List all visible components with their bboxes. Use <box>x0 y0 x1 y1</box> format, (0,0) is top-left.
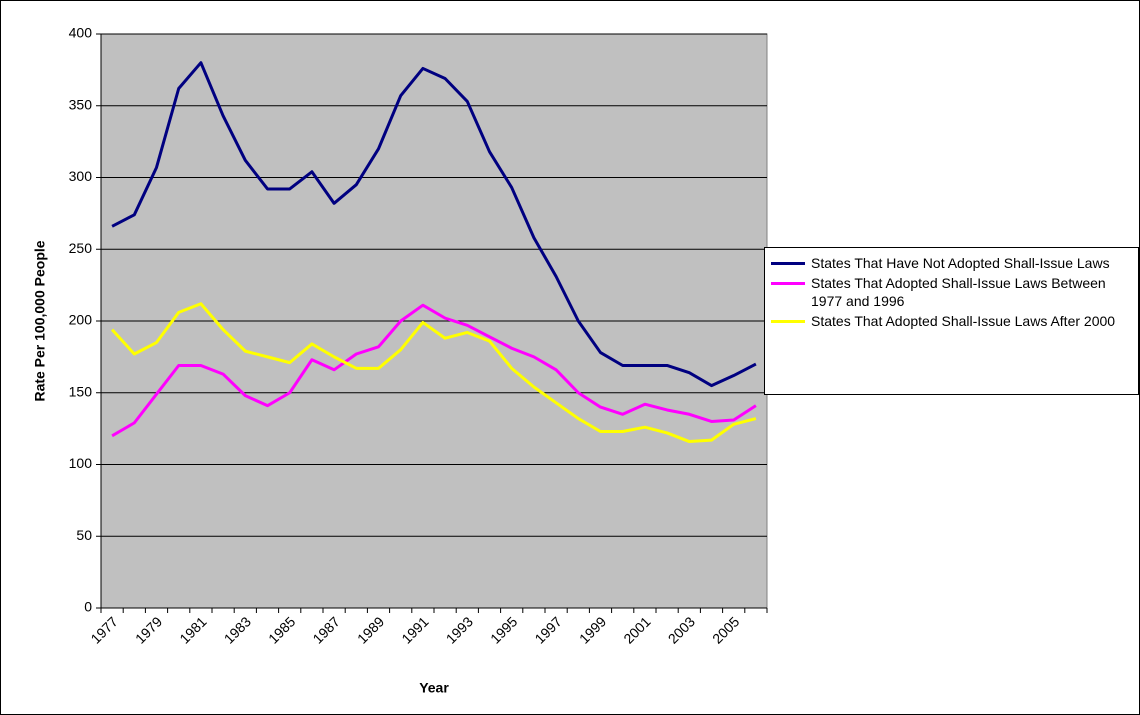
x-tick-label: 1999 <box>576 613 609 646</box>
x-tick-label: 1997 <box>531 613 564 646</box>
y-tick-label: 100 <box>69 455 93 471</box>
legend-label: States That Adopted Shall-Issue Laws Bet… <box>811 275 1106 309</box>
series-line <box>111 61 757 388</box>
x-tick-label: 1979 <box>132 613 165 646</box>
series-line <box>110 302 757 444</box>
legend-label: States That Have Not Adopted Shall-Issue… <box>811 255 1110 271</box>
legend-item: States That Have Not Adopted Shall-Issue… <box>771 254 1132 272</box>
y-tick-label: 300 <box>69 168 93 184</box>
x-tick-label: 1983 <box>221 613 254 646</box>
x-tick-label: 1985 <box>265 613 298 646</box>
legend-swatch <box>771 262 805 265</box>
x-tick-label: 1989 <box>354 613 387 646</box>
x-tick-label: 2005 <box>709 613 742 646</box>
series-line <box>111 303 757 438</box>
legend-label: States That Adopted Shall-Issue Laws Aft… <box>811 313 1116 329</box>
x-tick-label: 1987 <box>309 613 342 646</box>
y-tick-label: 150 <box>69 383 93 399</box>
x-tick-label: 1981 <box>176 613 209 646</box>
legend-swatch <box>771 282 805 285</box>
y-tick-label: 50 <box>76 527 92 543</box>
x-tick-label: 2003 <box>665 613 698 646</box>
y-axis-title: Rate Per 100,000 People <box>32 240 48 401</box>
legend: States That Have Not Adopted Shall-Issue… <box>764 247 1139 395</box>
y-tick-label: 350 <box>69 96 93 112</box>
x-axis-title: Year <box>419 680 449 696</box>
y-tick-label: 250 <box>69 240 93 256</box>
y-tick-label: 0 <box>84 599 92 615</box>
x-tick-label: 1977 <box>87 613 120 646</box>
x-tick-label: 1995 <box>487 613 520 646</box>
x-tick-label: 2001 <box>620 613 653 646</box>
legend-item: States That Adopted Shall-Issue Laws Aft… <box>771 312 1132 330</box>
legend-item: States That Adopted Shall-Issue Laws Bet… <box>771 274 1132 310</box>
y-tick-label: 200 <box>69 312 93 328</box>
legend-swatch <box>771 320 805 323</box>
y-tick-label: 400 <box>69 25 93 41</box>
x-tick-label: 1991 <box>398 613 431 646</box>
x-tick-label: 1993 <box>443 613 476 646</box>
